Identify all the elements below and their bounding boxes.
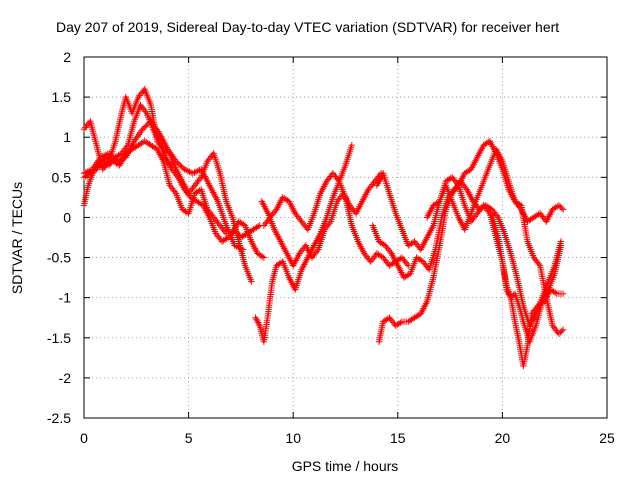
- chart-title: Day 207 of 2019, Sidereal Day-to-day VTE…: [56, 19, 559, 35]
- y-axis-tick-labels: -2.5 -2 -1.5 -1 -0.5 0 0.5 1 1.5 2: [47, 49, 71, 426]
- x-tick-label: 20: [495, 430, 511, 446]
- sdtvar-markers: [80, 85, 567, 370]
- x-tick-label: 5: [185, 430, 193, 446]
- grid-lines: [84, 57, 607, 418]
- axis-ticks: [83, 56, 608, 419]
- x-tick-label: 25: [599, 430, 615, 446]
- data-points: [80, 85, 567, 370]
- plot-area-frame: [83, 56, 608, 419]
- x-tick-label: 10: [285, 430, 301, 446]
- y-tick-label: -2: [59, 370, 72, 386]
- x-tick-label: 15: [390, 430, 406, 446]
- y-tick-label: -0.5: [47, 250, 71, 266]
- x-axis-title: GPS time / hours: [292, 458, 399, 474]
- y-tick-label: 0.5: [52, 169, 72, 185]
- y-tick-label: -1: [59, 290, 72, 306]
- y-tick-label: -1.5: [47, 330, 71, 346]
- y-tick-label: 1.5: [52, 89, 72, 105]
- y-tick-label: 0: [63, 209, 71, 225]
- x-axis-tick-labels: 0 5 10 15 20 25: [80, 430, 615, 446]
- y-axis-title: SDTVAR / TECUs: [9, 182, 25, 294]
- y-tick-label: 2: [63, 49, 71, 65]
- y-tick-label: -2.5: [47, 410, 71, 426]
- y-tick-label: 1: [63, 129, 71, 145]
- x-tick-label: 0: [80, 430, 88, 446]
